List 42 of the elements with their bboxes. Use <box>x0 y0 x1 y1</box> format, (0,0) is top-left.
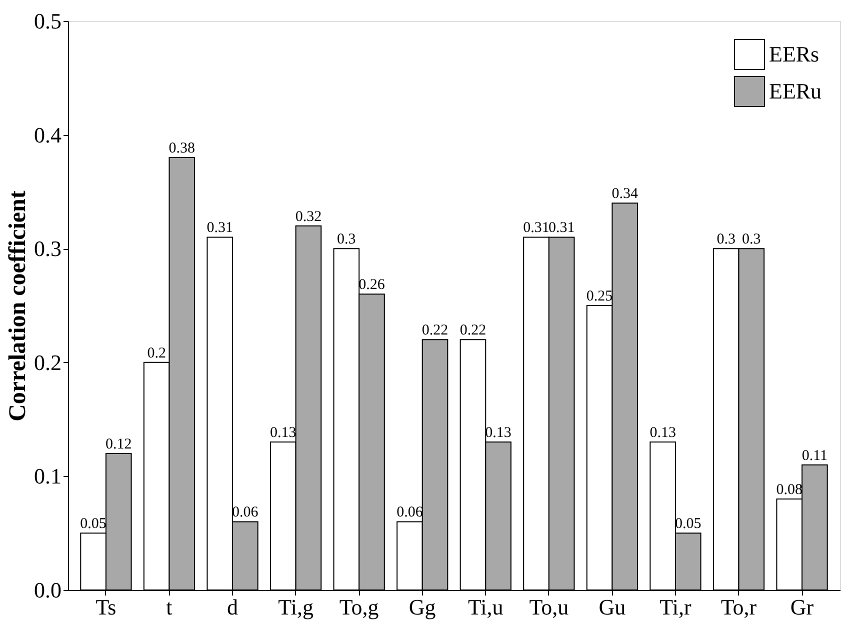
y-tick-label: 0.3 <box>34 236 62 262</box>
y-tick-label: 0.4 <box>34 122 62 148</box>
y-tick-label: 0.5 <box>34 8 62 34</box>
data-label: 0.31 <box>206 220 233 236</box>
data-label: 0.31 <box>523 220 550 236</box>
x-tick-label: To,g <box>339 594 379 620</box>
x-tick-label: Ti,u <box>468 594 504 620</box>
data-label: 0.3 <box>716 232 736 248</box>
x-tick-label: d <box>227 594 238 620</box>
data-label: 0.05 <box>80 516 106 532</box>
data-label: 0.12 <box>106 436 132 452</box>
x-tick-label: Ti,r <box>660 594 692 620</box>
x-tick-label: t <box>166 594 172 620</box>
data-label: 0.3 <box>337 232 356 248</box>
data-label: 0.22 <box>422 322 448 339</box>
data-label: 0.13 <box>650 425 676 442</box>
y-tick-label: 0.2 <box>34 350 62 375</box>
y-tick-label: 0.1 <box>34 464 62 489</box>
x-tick-label: Ti,g <box>278 594 314 620</box>
x-tick-label: Gg <box>408 594 436 620</box>
x-tick-label: To,r <box>720 594 758 620</box>
data-label: 0.11 <box>802 448 828 464</box>
data-label: 0.13 <box>485 425 512 442</box>
x-tick-label: To,u <box>529 594 569 620</box>
data-label: 0.13 <box>270 425 296 442</box>
data-label: 0.34 <box>612 186 638 202</box>
legend-label: EERs <box>769 42 820 66</box>
data-label: 0.38 <box>168 140 196 157</box>
data-label: 0.26 <box>358 277 386 294</box>
data-label: 0.3 <box>742 232 761 248</box>
y-tick-label: 0.0 <box>34 578 62 602</box>
data-label: 0.06 <box>232 504 259 521</box>
x-tick-label: Ts <box>96 594 116 620</box>
data-label: 0.22 <box>460 322 486 339</box>
y-axis-title: Correlation coefficient <box>5 190 31 422</box>
data-label: 0.32 <box>295 208 322 225</box>
legend-label: EERu <box>769 78 822 104</box>
data-label: 0.2 <box>147 345 166 362</box>
data-label: 0.06 <box>396 504 424 521</box>
x-tick-label: Gr <box>790 594 814 620</box>
data-label: 0.31 <box>548 220 575 236</box>
x-tick-label: Gu <box>598 594 626 620</box>
